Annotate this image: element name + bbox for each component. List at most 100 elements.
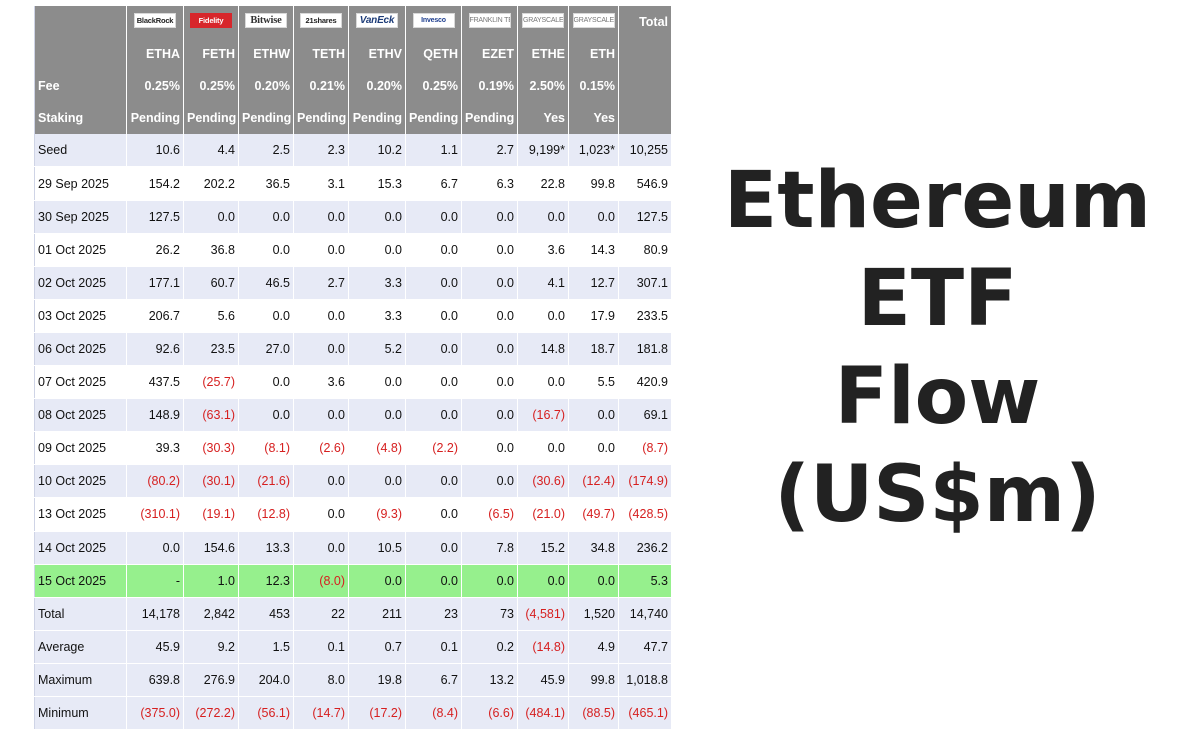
flow-cell: 92.6 <box>126 332 184 367</box>
flow-cell: 10.2 <box>348 134 406 168</box>
flow-cell: 60.7 <box>183 266 239 300</box>
flow-cell: 0.0 <box>348 564 406 598</box>
staking-cell: Pending <box>348 102 406 135</box>
flow-cell: 12.3 <box>238 564 294 598</box>
flow-cell: (25.7) <box>183 365 239 400</box>
flow-cell: (6.6) <box>461 696 518 731</box>
total-cell: 5.3 <box>618 564 672 598</box>
fee-cell: 0.21% <box>293 70 349 103</box>
flow-cell: 0.0 <box>461 332 518 367</box>
flow-cell: 12.7 <box>568 266 619 300</box>
flow-cell: 0.0 <box>517 299 569 333</box>
summary-row: Minimum (375.0) (272.2) (56.1) (14.7) (17.2)(… <box>34 696 672 731</box>
flow-cell: 13.2 <box>461 663 518 697</box>
table-row: 29 Sep 2025 154.2 202.2 36.5 3.1 15.3 6.7 6.3 22… <box>34 166 672 201</box>
flow-cell: (2.6) <box>293 431 349 466</box>
flow-cell: 19.8 <box>348 663 406 697</box>
summary-label: Total <box>34 597 127 631</box>
date-cell: 14 Oct 2025 <box>34 531 127 565</box>
21shares-logo: 21shares <box>300 13 342 29</box>
ticker-label-cell <box>34 38 127 71</box>
flow-cell: 0.0 <box>238 233 294 267</box>
flow-cell: 14.3 <box>568 233 619 267</box>
flow-cell: 8.0 <box>293 663 349 697</box>
flow-cell: 4.1 <box>517 266 569 300</box>
ticker-row: ETHA FETH ETHW TETH ETHV QETH EZET ETHE ETH <box>34 38 672 71</box>
ticker-cell: ETHA <box>126 38 184 71</box>
fee-cell: 0.20% <box>238 70 294 103</box>
staking-cell: Pending <box>238 102 294 135</box>
flow-cell: 0.0 <box>517 564 569 598</box>
flow-cell: (8.4) <box>405 696 462 731</box>
flow-cell: (4,581) <box>517 597 569 631</box>
total-cell: 10,255 <box>618 134 672 168</box>
flow-cell: 0.0 <box>293 464 349 499</box>
flow-cell: 14,178 <box>126 597 184 631</box>
flow-cell: (30.1) <box>183 464 239 499</box>
staking-label: Staking <box>34 102 127 135</box>
flow-cell: 3.6 <box>293 365 349 400</box>
ticker-cell: ETHV <box>348 38 406 71</box>
flow-cell: 453 <box>238 597 294 631</box>
flow-cell: (375.0) <box>126 696 184 731</box>
summary-label: Maximum <box>34 663 127 697</box>
flow-cell: 1.0 <box>183 564 239 598</box>
summary-label: Average <box>34 630 127 664</box>
issuer-logo-cell: FRANKLIN TEMPLETON <box>461 6 518 39</box>
flow-cell: 0.0 <box>461 299 518 333</box>
flow-cell: (19.1) <box>183 497 239 532</box>
flow-cell: 0.0 <box>348 398 406 433</box>
flow-cell: 154.2 <box>126 166 184 201</box>
date-cell: 07 Oct 2025 <box>34 365 127 400</box>
flow-cell: (56.1) <box>238 696 294 731</box>
total-cell: 1,018.8 <box>618 663 672 697</box>
issuer-logo-cell: BlackRock <box>126 6 184 39</box>
flow-cell: 0.0 <box>517 365 569 400</box>
flow-cell: 206.7 <box>126 299 184 333</box>
flow-cell: 26.2 <box>126 233 184 267</box>
flow-cell: 22 <box>293 597 349 631</box>
flow-cell: (21.0) <box>517 497 569 532</box>
ticker-cell: ETHW <box>238 38 294 71</box>
flow-cell: 18.7 <box>568 332 619 367</box>
flow-cell: 0.0 <box>461 266 518 300</box>
issuer-logo-cell: GRAYSCALE <box>568 6 619 39</box>
issuer-logo-cell: VanEck <box>348 6 406 39</box>
flow-cell: 1,520 <box>568 597 619 631</box>
staking-cell: Pending <box>461 102 518 135</box>
flow-cell: 0.0 <box>183 200 239 234</box>
date-cell: 03 Oct 2025 <box>34 299 127 333</box>
flow-cell: 1.5 <box>238 630 294 664</box>
flow-cell: 211 <box>348 597 406 631</box>
date-cell: 01 Oct 2025 <box>34 233 127 267</box>
issuer-logo-cell: GRAYSCALE <box>517 6 569 39</box>
flow-cell: 0.0 <box>238 398 294 433</box>
flow-cell: (484.1) <box>517 696 569 731</box>
flow-cell: 2.7 <box>293 266 349 300</box>
flow-cell: 4.4 <box>183 134 239 168</box>
flow-cell: 14.8 <box>517 332 569 367</box>
flow-cell: (30.6) <box>517 464 569 499</box>
issuer-logo-cell: Fidelity <box>183 6 239 39</box>
flow-cell: 148.9 <box>126 398 184 433</box>
ticker-cell: EZET <box>461 38 518 71</box>
daily-flows: Seed 10.6 4.4 2.5 2.3 10.2 1.1 2.7 9,199* 1,023* 1… <box>34 134 672 598</box>
flow-cell: (8.1) <box>238 431 294 466</box>
flow-cell: 5.6 <box>183 299 239 333</box>
flow-cell: 0.0 <box>293 398 349 433</box>
flow-cell: 46.5 <box>238 266 294 300</box>
staking-cell: Pending <box>293 102 349 135</box>
date-cell: 10 Oct 2025 <box>34 464 127 499</box>
date-cell: 15 Oct 2025 <box>34 564 127 598</box>
flow-cell: 0.0 <box>405 497 462 532</box>
fee-cell: 2.50% <box>517 70 569 103</box>
flow-cell: 0.0 <box>517 200 569 234</box>
total-cell: (174.9) <box>618 464 672 499</box>
flow-cell: 0.0 <box>461 398 518 433</box>
flow-cell: 0.7 <box>348 630 406 664</box>
flow-cell: 3.1 <box>293 166 349 201</box>
flow-cell: (49.7) <box>568 497 619 532</box>
flow-cell: 4.9 <box>568 630 619 664</box>
flow-cell: 36.8 <box>183 233 239 267</box>
title-line: (US$m) <box>774 450 1101 540</box>
